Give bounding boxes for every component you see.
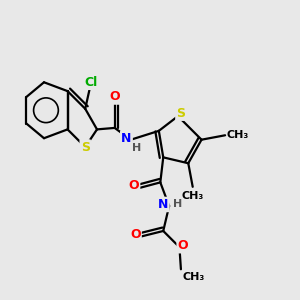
Text: S: S [176, 107, 185, 120]
Text: Cl: Cl [85, 76, 98, 89]
Text: CH₃: CH₃ [226, 130, 249, 140]
Text: CH₃: CH₃ [182, 272, 205, 282]
Text: CH₃: CH₃ [182, 191, 204, 201]
Text: N: N [121, 132, 132, 145]
Text: O: O [110, 91, 120, 103]
Text: H: H [132, 143, 141, 153]
Text: N: N [158, 198, 168, 211]
Text: S: S [81, 141, 90, 154]
Text: H: H [173, 199, 182, 208]
Text: O: O [128, 179, 139, 192]
Text: O: O [178, 239, 188, 252]
Text: O: O [130, 228, 141, 241]
